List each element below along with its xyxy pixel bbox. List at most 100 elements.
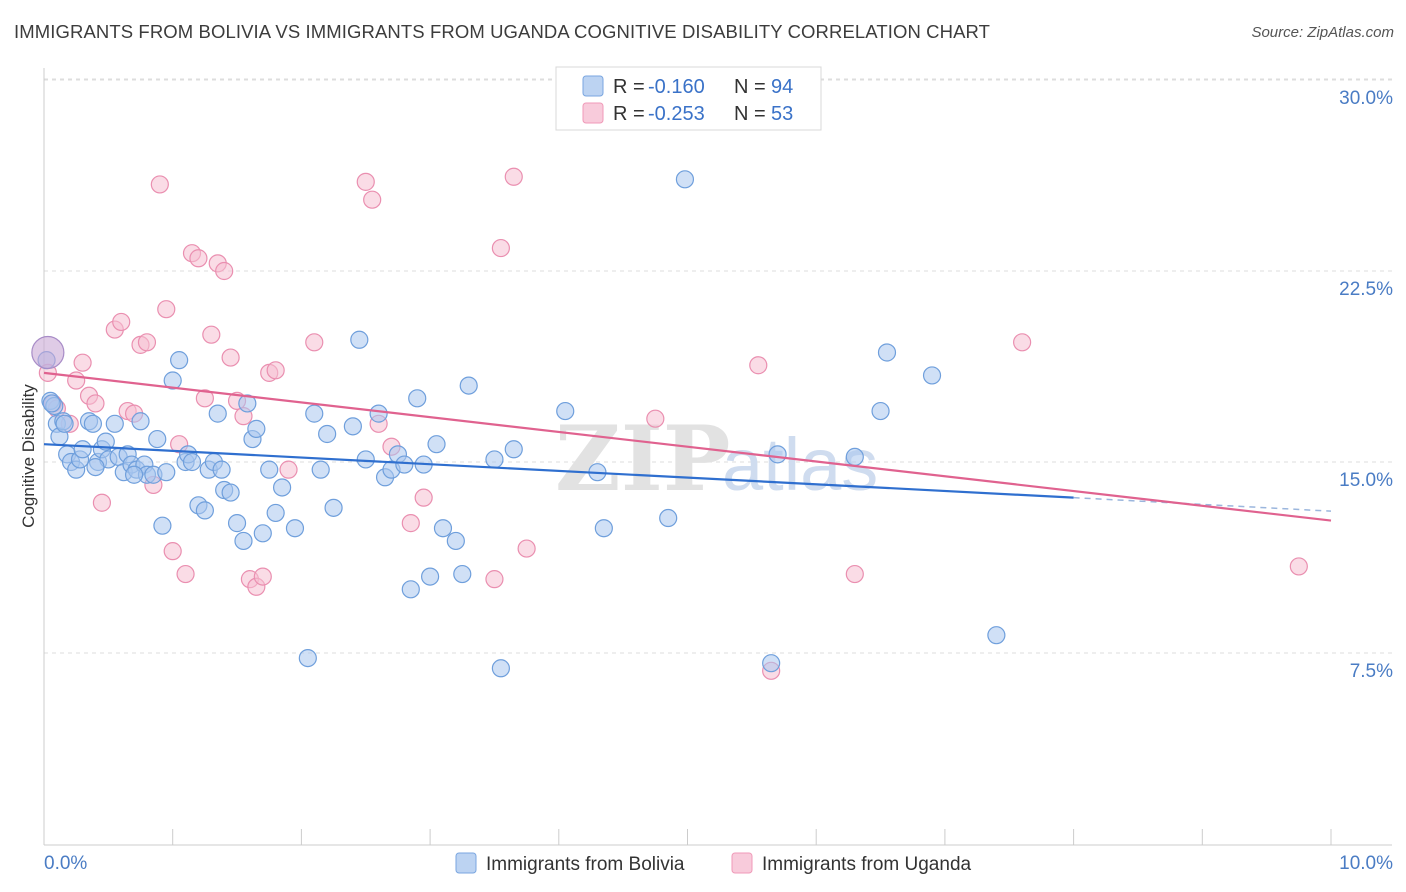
uganda-point [137, 333, 157, 352]
bolivia-point [343, 417, 362, 436]
bolivia-point [871, 401, 890, 421]
uganda-point [279, 460, 298, 479]
chart-source: Source: ZipAtlas.com [1251, 24, 1394, 41]
bolivia-point [55, 414, 74, 433]
watermark-zip: ZIP [555, 406, 730, 512]
legend-n-value-bolivia: 94 [771, 76, 793, 98]
bolivia-point [227, 514, 247, 533]
bolivia-point [148, 429, 167, 449]
legend-n-label-bolivia: N = [734, 76, 766, 98]
bolivia-point [768, 445, 787, 464]
bolivia-point [212, 460, 231, 479]
uganda-trend-line [43, 371, 1332, 522]
uganda-point [517, 539, 536, 558]
bolivia-point [318, 424, 337, 444]
bolivia-point [195, 501, 214, 520]
bolivia-point [659, 508, 678, 528]
bolivia-point [238, 394, 257, 413]
bolivia-point [395, 455, 414, 474]
bolivia-point [401, 580, 420, 599]
uganda-point [163, 542, 182, 561]
uganda-point [73, 353, 92, 372]
bolivia-point [153, 516, 172, 535]
bolivia-point [157, 463, 176, 482]
bolivia-point [96, 432, 115, 451]
bottom-legend-label-uganda: Immigrants from Uganda [762, 854, 972, 875]
uganda-point [401, 514, 420, 533]
bolivia-point [221, 483, 240, 502]
bolivia-point [504, 440, 523, 459]
legend-swatch-bolivia [582, 75, 604, 97]
bolivia-point [408, 389, 427, 408]
legend-n-label-uganda: N = [734, 103, 766, 125]
bolivia-point [987, 626, 1006, 645]
uganda-point [157, 300, 176, 319]
uganda-point [112, 312, 131, 332]
legend-n-value-uganda: 53 [771, 103, 793, 125]
bolivia-point [131, 412, 150, 431]
x-tick-label: 0.0% [44, 853, 87, 874]
bolivia-point [42, 394, 61, 413]
uganda-point [504, 167, 523, 186]
bottom-legend: Immigrants from Bolivia Immigrants from … [455, 852, 972, 875]
uganda-point [202, 325, 221, 344]
bolivia-point [369, 404, 388, 423]
uganda-point [356, 172, 375, 191]
watermark: ZIP atlas [555, 406, 878, 512]
uganda-point [749, 356, 768, 375]
x-tick-label: 10.0% [1339, 853, 1393, 874]
legend: R = -0.160 N = 94 R = -0.253 N = 53 [555, 66, 822, 131]
y-tick-label: 30.0% [1339, 88, 1393, 109]
y-tick-label: 7.5% [1350, 661, 1393, 682]
uganda-point [221, 348, 240, 367]
bolivia-point [247, 419, 266, 438]
uganda-point [414, 488, 433, 507]
uganda-point [215, 261, 234, 281]
bolivia-point [453, 564, 472, 584]
chart-title: IMMIGRANTS FROM BOLIVIA VS IMMIGRANTS FR… [14, 21, 991, 42]
legend-r-label-bolivia: R = [613, 76, 645, 98]
bottom-legend-label-bolivia: Immigrants from Bolivia [486, 854, 685, 875]
uganda-point [92, 493, 112, 512]
legend-r-value-bolivia: -0.160 [648, 76, 705, 98]
legend-swatch-uganda [582, 102, 604, 124]
bolivia-point [762, 654, 781, 673]
uganda-point [1289, 557, 1308, 576]
bolivia-point [922, 366, 942, 385]
bolivia-point [594, 519, 613, 538]
bolivia-point [163, 371, 182, 390]
uganda-point [150, 175, 169, 194]
bolivia-point [73, 440, 92, 459]
bolivia-point [427, 435, 446, 454]
uganda-point [67, 371, 86, 390]
uganda-point [266, 361, 285, 380]
uganda-point [305, 333, 324, 352]
bolivia-point [491, 659, 510, 678]
bolivia-point [877, 343, 897, 362]
bolivia-points [31, 170, 1006, 678]
bolivia-point [83, 414, 103, 433]
bolivia-point [298, 648, 317, 668]
uganda-point [253, 567, 272, 586]
bolivia-point [675, 170, 695, 189]
y-axis-label: Cognitive Disability [19, 384, 38, 528]
y-tick-label: 15.0% [1339, 470, 1393, 491]
bolivia-point [446, 531, 465, 551]
bolivia-point [305, 404, 324, 423]
bolivia-trend-line [43, 443, 1074, 499]
uganda-point [491, 238, 510, 258]
bolivia-point [260, 460, 279, 479]
uganda-point [195, 389, 214, 408]
bolivia-point [266, 503, 285, 523]
bolivia-point [485, 450, 504, 469]
uganda-point [86, 394, 105, 413]
overlap-point [31, 335, 65, 370]
uganda-point [845, 564, 864, 584]
uganda-point [176, 564, 195, 584]
bolivia-point [208, 404, 227, 423]
uganda-point [485, 570, 504, 589]
bolivia-point [182, 452, 202, 472]
bolivia-point [459, 376, 478, 395]
bolivia-trend-extension [1073, 496, 1332, 512]
